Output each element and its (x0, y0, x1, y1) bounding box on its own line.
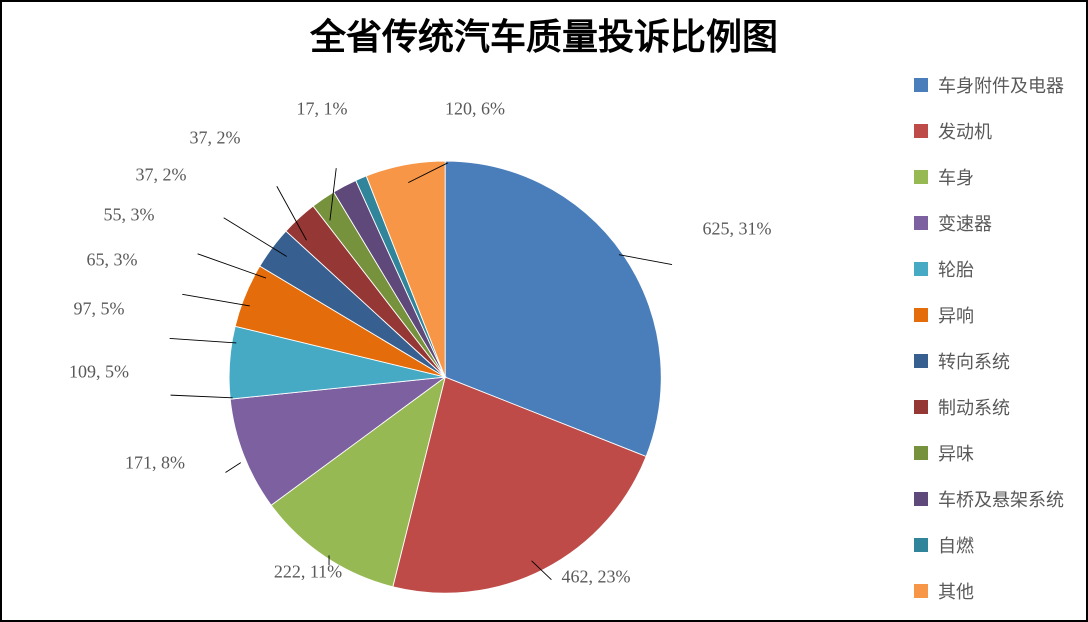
leader-line (198, 254, 266, 278)
legend-swatch (914, 400, 928, 414)
legend-swatch (914, 492, 928, 506)
legend-item: 制动系统 (914, 394, 1064, 420)
legend-label: 轮胎 (938, 256, 974, 282)
leader-line (182, 294, 250, 306)
legend-label: 自燃 (938, 532, 974, 558)
leader-line (225, 463, 240, 473)
legend-item: 自燃 (914, 532, 1064, 558)
legend-label: 发动机 (938, 118, 992, 144)
legend-item: 车身 (914, 164, 1064, 190)
slice-label: 462, 23% (562, 567, 631, 588)
legend-swatch (914, 170, 928, 184)
slice-label: 97, 5% (74, 299, 125, 320)
leader-line (171, 395, 233, 398)
legend-item: 轮胎 (914, 256, 1064, 282)
slice-label: 625, 31% (703, 219, 772, 240)
slice-label: 37, 2% (190, 128, 241, 149)
legend: 车身附件及电器发动机车身变速器轮胎异响转向系统制动系统异味车桥及悬架系统自燃其他 (914, 72, 1064, 604)
legend-label: 车桥及悬架系统 (938, 486, 1064, 512)
leader-line (170, 338, 237, 343)
slice-label: 37, 2% (136, 165, 187, 186)
leader-line (224, 218, 287, 257)
slice-label: 171, 8% (125, 453, 185, 474)
legend-item: 异味 (914, 440, 1064, 466)
legend-item: 车身附件及电器 (914, 72, 1064, 98)
legend-item: 变速器 (914, 210, 1064, 236)
legend-item: 其他 (914, 578, 1064, 604)
slice-label: 222, 11% (274, 562, 342, 583)
slice-label: 17, 1% (297, 99, 348, 120)
chart-title: 全省传统汽车质量投诉比例图 (2, 8, 1086, 60)
legend-item: 异响 (914, 302, 1064, 328)
legend-label: 其他 (938, 578, 974, 604)
legend-label: 转向系统 (938, 348, 1010, 374)
slice-label: 109, 5% (69, 362, 129, 383)
legend-swatch (914, 78, 928, 92)
legend-label: 异味 (938, 440, 974, 466)
legend-label: 制动系统 (938, 394, 1010, 420)
legend-swatch (914, 538, 928, 552)
slice-label: 55, 3% (104, 205, 155, 226)
legend-swatch (914, 216, 928, 230)
legend-label: 变速器 (938, 210, 992, 236)
legend-swatch (914, 124, 928, 138)
legend-item: 车桥及悬架系统 (914, 486, 1064, 512)
legend-swatch (914, 262, 928, 276)
legend-swatch (914, 584, 928, 598)
legend-swatch (914, 354, 928, 368)
legend-item: 发动机 (914, 118, 1064, 144)
legend-label: 车身 (938, 164, 974, 190)
chart-root: 全省传统汽车质量投诉比例图 625, 31% 462, 23% 222, 11% 17… (0, 0, 1088, 622)
legend-label: 车身附件及电器 (938, 72, 1064, 98)
slice-label: 65, 3% (87, 250, 138, 271)
legend-item: 转向系统 (914, 348, 1064, 374)
slice-label: 120, 6% (445, 99, 505, 120)
legend-swatch (914, 446, 928, 460)
legend-label: 异响 (938, 302, 974, 328)
legend-swatch (914, 308, 928, 322)
